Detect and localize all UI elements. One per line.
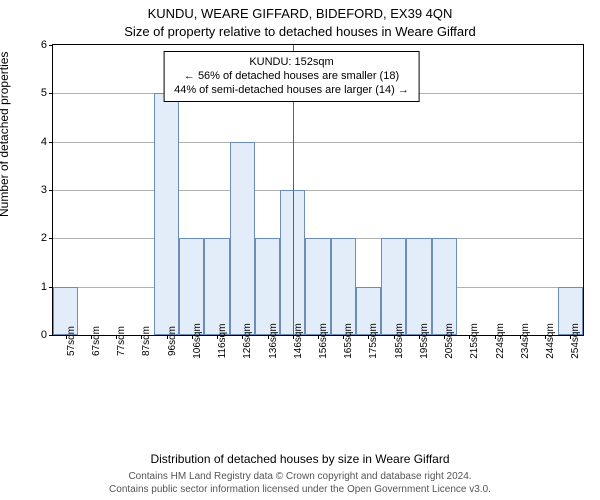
attribution: Contains HM Land Registry data © Crown c… bbox=[0, 470, 600, 496]
grid-line bbox=[53, 142, 583, 143]
bar bbox=[204, 238, 229, 335]
x-tick-label: 244sqm bbox=[545, 323, 556, 359]
y-tick-label: 0 bbox=[41, 329, 47, 341]
x-tick-label: 185sqm bbox=[394, 323, 405, 359]
y-tick-label: 1 bbox=[41, 281, 47, 293]
x-tick-label: 234sqm bbox=[520, 323, 531, 359]
y-tick-mark bbox=[49, 142, 53, 143]
x-tick-label: 87sqm bbox=[141, 326, 152, 356]
y-tick-mark bbox=[49, 238, 53, 239]
title-main: KUNDU, WEARE GIFFARD, BIDEFORD, EX39 4QN bbox=[0, 6, 600, 21]
info-box-line: 44% of semi-detached houses are larger (… bbox=[174, 83, 409, 97]
x-tick-label: 175sqm bbox=[368, 323, 379, 359]
x-tick-label: 116sqm bbox=[217, 324, 228, 359]
x-tick-label: 67sqm bbox=[91, 326, 102, 356]
x-tick-mark bbox=[318, 335, 319, 339]
y-tick-label: 6 bbox=[41, 39, 47, 51]
x-tick-label: 77sqm bbox=[116, 326, 127, 356]
x-tick-mark bbox=[167, 335, 168, 339]
x-tick-mark bbox=[192, 335, 193, 339]
x-tick-label: 195sqm bbox=[419, 323, 430, 359]
chart-box: 012345657sqm67sqm77sqm87sqm96sqm106sqm11… bbox=[52, 44, 584, 336]
attribution-line-2: Contains public sector information licen… bbox=[0, 483, 600, 496]
y-tick-mark bbox=[49, 45, 53, 46]
x-tick-label: 224sqm bbox=[495, 323, 506, 359]
bar bbox=[406, 238, 431, 335]
y-tick-mark bbox=[49, 93, 53, 94]
x-tick-label: 165sqm bbox=[343, 323, 354, 359]
x-tick-mark bbox=[469, 335, 470, 339]
bar bbox=[432, 238, 457, 335]
attribution-line-1: Contains HM Land Registry data © Crown c… bbox=[0, 470, 600, 483]
x-tick-mark bbox=[268, 335, 269, 339]
chart-container: KUNDU, WEARE GIFFARD, BIDEFORD, EX39 4QN… bbox=[0, 0, 600, 500]
x-tick-mark bbox=[293, 335, 294, 339]
y-axis-label: Number of detached properties bbox=[0, 52, 11, 217]
x-tick-mark bbox=[91, 335, 92, 339]
x-tick-mark bbox=[242, 335, 243, 339]
x-tick-mark bbox=[343, 335, 344, 339]
x-tick-mark bbox=[394, 335, 395, 339]
x-tick-mark bbox=[141, 335, 142, 339]
y-tick-mark bbox=[49, 190, 53, 191]
x-tick-mark bbox=[495, 335, 496, 339]
y-tick-label: 2 bbox=[41, 232, 47, 244]
x-tick-mark bbox=[419, 335, 420, 339]
x-tick-label: 126sqm bbox=[242, 323, 253, 359]
x-tick-mark bbox=[520, 335, 521, 339]
bar bbox=[381, 238, 406, 335]
x-tick-mark bbox=[368, 335, 369, 339]
bar bbox=[331, 238, 356, 335]
x-tick-label: 205sqm bbox=[444, 323, 455, 359]
x-tick-label: 106sqm bbox=[192, 323, 203, 359]
x-tick-mark bbox=[217, 335, 218, 339]
x-tick-mark bbox=[116, 335, 117, 339]
x-tick-label: 96sqm bbox=[167, 326, 178, 356]
info-box-line: ← 56% of detached houses are smaller (18… bbox=[174, 69, 409, 83]
y-tick-label: 5 bbox=[41, 87, 47, 99]
x-tick-label: 156sqm bbox=[318, 323, 329, 359]
x-axis-label: Distribution of detached houses by size … bbox=[0, 452, 600, 466]
bar bbox=[154, 93, 179, 335]
info-box: KUNDU: 152sqm← 56% of detached houses ar… bbox=[163, 51, 420, 102]
grid-line bbox=[53, 190, 583, 191]
x-tick-mark bbox=[570, 335, 571, 339]
x-tick-mark bbox=[66, 335, 67, 339]
x-tick-mark bbox=[545, 335, 546, 339]
plot-area: 012345657sqm67sqm77sqm87sqm96sqm106sqm11… bbox=[52, 44, 582, 394]
x-tick-label: 136sqm bbox=[268, 323, 279, 359]
y-tick-mark bbox=[49, 335, 53, 336]
x-tick-label: 57sqm bbox=[66, 326, 77, 356]
x-tick-mark bbox=[444, 335, 445, 339]
bar bbox=[255, 238, 280, 335]
x-tick-label: 146sqm bbox=[293, 323, 304, 359]
x-tick-label: 215sqm bbox=[469, 323, 480, 359]
info-box-line: KUNDU: 152sqm bbox=[174, 55, 409, 69]
x-tick-label: 254sqm bbox=[570, 323, 581, 359]
y-tick-label: 3 bbox=[41, 184, 47, 196]
bar bbox=[179, 238, 204, 335]
y-tick-label: 4 bbox=[41, 136, 47, 148]
bar bbox=[305, 238, 330, 335]
title-sub: Size of property relative to detached ho… bbox=[0, 24, 600, 39]
bar bbox=[230, 142, 255, 335]
